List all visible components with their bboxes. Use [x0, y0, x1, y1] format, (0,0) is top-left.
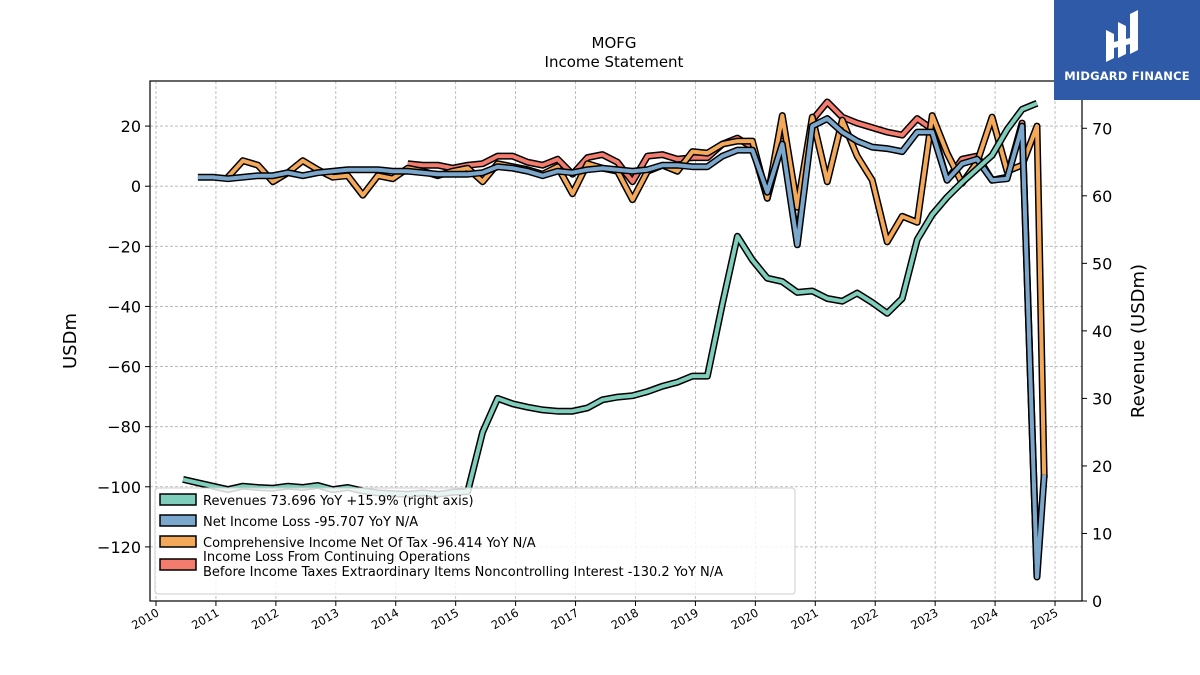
- legend-swatch-pretax: [159, 558, 197, 571]
- x-tick-label: 2011: [189, 605, 221, 632]
- y-tick-label-right: 20: [1092, 457, 1112, 476]
- y-axis-label-left: USDm: [60, 313, 81, 369]
- x-tick-label: 2019: [669, 605, 701, 632]
- chart-title: MOFG: [592, 34, 637, 52]
- x-tick-label: 2022: [848, 605, 880, 632]
- legend-swatch-comprehensive: [159, 535, 197, 548]
- y-tick-label-left: −60: [107, 358, 141, 377]
- y-tick-label-right: 0: [1092, 592, 1102, 611]
- series-comprehensive: [225, 112, 1048, 478]
- midgard-finance-logo: MIDGARD FINANCE: [1054, 0, 1200, 100]
- legend-label-revenues: Revenues 73.696 YoY +15.9% (right axis): [203, 494, 474, 509]
- x-tick-label: 2015: [429, 605, 461, 632]
- y-tick-label-left: 0: [131, 177, 141, 196]
- y-tick-label-left: −20: [107, 237, 141, 256]
- x-tick-label: 2023: [908, 605, 940, 632]
- y-tick-label-right: 30: [1092, 389, 1112, 408]
- y-tick-label-right: 70: [1092, 119, 1112, 138]
- y-tick-label-left: −40: [107, 297, 141, 316]
- y-tick-label-left: 20: [121, 117, 141, 136]
- x-tick-label: 2020: [728, 605, 760, 632]
- legend-swatch-revenues: [159, 493, 197, 506]
- series-net_income: [197, 115, 1048, 581]
- legend-label-pretax: Before Income Taxes Extraordinary Items …: [203, 565, 723, 580]
- logo-text: MIDGARD FINANCE: [1064, 69, 1190, 83]
- x-tick-label: 2021: [788, 605, 820, 632]
- y-tick-label-right: 50: [1092, 254, 1112, 273]
- x-tick-label: 2013: [309, 605, 341, 632]
- y-tick-label-right: 40: [1092, 322, 1112, 341]
- x-tick-label: 2016: [489, 605, 521, 632]
- logo-mark-icon: [1106, 10, 1138, 62]
- y-tick-label-right: 60: [1092, 187, 1112, 206]
- legend-label-pretax: Income Loss From Continuing Operations: [203, 550, 470, 565]
- y-tick-label-left: −80: [107, 418, 141, 437]
- x-tick-label: 2012: [249, 605, 281, 632]
- x-tick-label: 2025: [1028, 605, 1060, 632]
- legend-label-comprehensive: Comprehensive Income Net Of Tax -96.414 …: [203, 536, 536, 551]
- x-tick-label: 2014: [369, 605, 401, 632]
- plot-frame: [149, 80, 1083, 602]
- y-axis-label-right: Revenue (USDm): [1128, 264, 1149, 418]
- x-tick-label: 2017: [549, 605, 581, 632]
- legend: Revenues 73.696 YoY +15.9% (right axis) N…: [154, 487, 796, 595]
- x-tick-label: 2010: [129, 605, 161, 632]
- legend-swatch-net_income: [159, 514, 197, 527]
- x-tick-label: 2018: [609, 605, 641, 632]
- y-tick-label-right: 10: [1092, 524, 1112, 543]
- legend-box: [154, 487, 796, 595]
- x-tick-label: 2024: [968, 605, 1000, 632]
- chart-subtitle: Income Statement: [545, 53, 684, 71]
- y-tick-label-left: −120: [97, 538, 141, 557]
- y-tick-label-left: −100: [97, 478, 141, 497]
- series-net_income-line: [197, 116, 1047, 579]
- series-comprehensive-line: [226, 113, 1047, 478]
- legend-label-net_income: Net Income Loss -95.707 YoY N/A: [203, 515, 418, 530]
